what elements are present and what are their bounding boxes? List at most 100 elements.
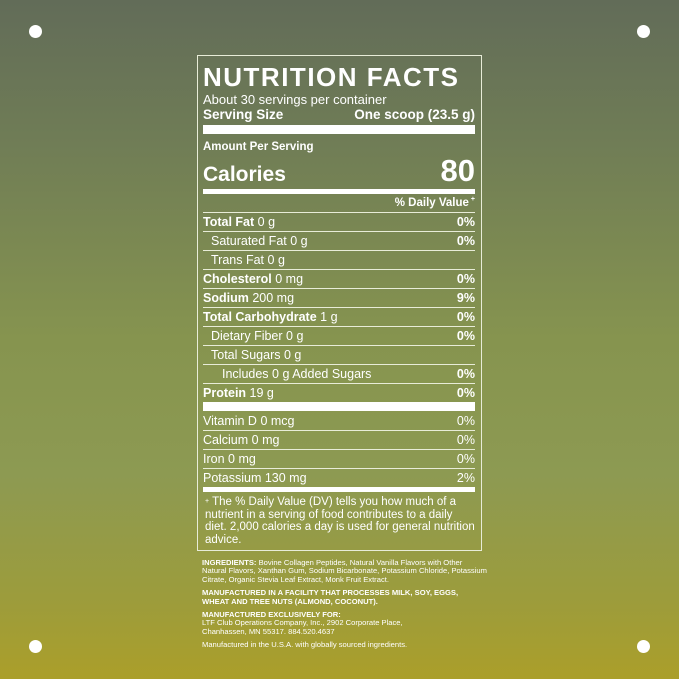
serving-size-value: One scoop (23.5 g) <box>354 107 475 122</box>
mount-hole <box>637 25 650 38</box>
mount-hole <box>29 640 42 653</box>
thick-divider <box>203 125 475 134</box>
nutrient-row: Potassium 130 mg 2% <box>203 468 475 487</box>
nutrient-dv: 0% <box>456 367 475 381</box>
nutrient-dv: 9% <box>456 291 475 305</box>
origin-statement: Manufactured in the U.S.A. with globally… <box>202 640 408 650</box>
nutrient-row: Cholesterol 0 mg 0% <box>203 269 475 288</box>
nutrient-dv: 2% <box>456 471 475 485</box>
nutrient-dv: 0% <box>456 329 475 343</box>
thick-divider <box>203 402 475 411</box>
footnote-text: The % Daily Value (DV) tells you how muc… <box>205 496 475 546</box>
calories-row: Calories 80 <box>203 155 475 187</box>
nutrient-row: Includes 0 g Added Sugars 0% <box>203 364 475 383</box>
nutrient-amount: 1 g <box>320 310 338 324</box>
mount-hole <box>637 640 650 653</box>
nutrient-name: Vitamin D <box>203 413 257 428</box>
nutrient-dv: 0% <box>456 413 475 428</box>
panel-title: NUTRITION FACTS <box>203 62 460 92</box>
nutrient-row: Vitamin D 0 mcg 0% <box>203 411 475 430</box>
nutrient-amount: 0 mg <box>251 433 280 447</box>
nutrient-amount: 0 g <box>290 234 308 248</box>
nutrient-label: Iron 0 mg <box>203 452 256 466</box>
nutrient-dv: 0% <box>456 386 475 400</box>
nutrient-name: Includes <box>222 367 269 381</box>
nutrient-dv: 0% <box>456 215 475 229</box>
nutrient-label: Sodium 200 mg <box>203 291 294 305</box>
nutrient-row: Calcium 0 mg 0% <box>203 430 475 449</box>
nutrient-row: Trans Fat 0 g <box>203 250 475 269</box>
nutrient-amount: 19 g <box>249 386 274 400</box>
nutrient-name: Iron <box>203 452 225 466</box>
package-info: INGREDIENTS: Bovine Collagen Peptides, N… <box>197 558 487 650</box>
serving-size: Serving Size One scoop (23.5 g) <box>203 107 475 122</box>
footnote-mark: + <box>205 498 210 505</box>
nutrient-amount: 0 mg <box>228 452 256 466</box>
nutrient-name: Protein <box>203 386 247 400</box>
nutrient-amount: 0 mg <box>275 272 304 286</box>
nutrient-label: Dietary Fiber 0 g <box>203 329 303 343</box>
nutrient-label: Protein 19 g <box>203 386 274 400</box>
nutrient-name: Calcium <box>203 433 249 447</box>
nutrient-name: Total Sugars <box>211 348 281 362</box>
nutrient-dv: 0% <box>456 234 475 248</box>
nutrient-row: Protein 19 g 0% <box>203 383 475 402</box>
nutrient-row: Iron 0 mg 0% <box>203 449 475 468</box>
vitamin-list: Vitamin D 0 mcg 0% Calcium 0 mg 0% Iron 0 mg… <box>203 411 475 487</box>
nutrient-label: Total Sugars 0 g <box>203 348 301 362</box>
nutrient-amount: 0 g <box>286 329 304 343</box>
nutrient-list: Total Fat 0 g 0% Saturated Fat 0 g 0% Trans … <box>203 212 475 402</box>
nutrient-dv: 0% <box>456 272 475 286</box>
nutrient-name: Potassium <box>203 471 262 485</box>
nutrient-amount: 0 g Added Sugars <box>272 367 372 381</box>
nutrient-row: Saturated Fat 0 g 0% <box>203 231 475 250</box>
nutrient-row: Total Carbohydrate 1 g 0% <box>203 307 475 326</box>
nutrient-amount: 200 mg <box>252 291 295 305</box>
nutrient-row: Sodium 200 mg 9% <box>203 288 475 307</box>
manufacturer: MANUFACTURED EXCLUSIVELY FOR: LTF Club Op… <box>202 610 487 636</box>
nutrient-amount: 130 mg <box>264 471 307 485</box>
manufacturer-address-2: Chanhassen, MN 55317. 884.520.4637 <box>202 626 335 636</box>
calories-label: Calories <box>203 163 286 186</box>
mount-hole <box>29 25 42 38</box>
nutrient-name: Total Carbohydrate <box>203 310 317 324</box>
manufacturer-label: MANUFACTURED EXCLUSIVELY FOR: <box>202 610 341 620</box>
nutrient-amount: 0 mcg <box>260 413 295 428</box>
nutrient-name: Cholesterol <box>203 272 272 286</box>
ingredients-text: Bovine Collagen Peptides, Natural Vanill… <box>202 558 487 584</box>
allergen-statement: MANUFACTURED IN A FACILITY THAT PROCESSE… <box>202 588 459 606</box>
medium-divider <box>203 189 475 194</box>
nutrient-name: Saturated Fat <box>211 234 287 248</box>
ingredients: INGREDIENTS: Bovine Collagen Peptides, N… <box>202 558 487 584</box>
nutrient-row: Dietary Fiber 0 g 0% <box>203 326 475 345</box>
nutrient-label: Calcium 0 mg <box>203 433 279 447</box>
nutrient-label: Trans Fat 0 g <box>203 253 285 267</box>
nutrient-name: Dietary Fiber <box>211 329 283 343</box>
label-column: NUTRITION FACTS About 30 servings per co… <box>197 55 492 655</box>
ingredients-label: INGREDIENTS: <box>202 558 257 567</box>
nutrient-dv: 0% <box>456 452 475 466</box>
nutrient-label: Vitamin D 0 mcg <box>203 414 295 428</box>
nutrient-name: Trans Fat <box>211 253 265 267</box>
nutrient-label: Cholesterol 0 mg <box>203 272 303 286</box>
serving-size-label: Serving Size <box>203 107 284 122</box>
calories-value: 80 <box>440 153 475 188</box>
nutrient-row: Total Fat 0 g 0% <box>203 212 475 231</box>
footnote: + The % Daily Value (DV) tells you how m… <box>203 492 475 546</box>
nutrient-label: Total Fat 0 g <box>203 215 275 229</box>
dv-header-label: % Daily Value <box>394 197 469 209</box>
dv-header: % Daily Value + <box>203 194 475 212</box>
nutrition-facts-panel: NUTRITION FACTS About 30 servings per co… <box>197 55 482 551</box>
nutrient-row: Total Sugars 0 g <box>203 345 475 364</box>
dv-mark: + <box>470 196 475 203</box>
nutrient-label: Potassium 130 mg <box>203 471 307 485</box>
nutrient-name: Total Fat <box>203 215 255 229</box>
nutrient-label: Total Carbohydrate 1 g <box>203 310 338 324</box>
nutrient-dv: 0% <box>456 310 475 324</box>
nutrient-dv: 0% <box>456 433 475 447</box>
nutrient-label: Saturated Fat 0 g <box>203 234 308 248</box>
nutrient-amount: 0 g <box>283 348 302 362</box>
nutrient-label: Includes 0 g Added Sugars <box>203 367 371 381</box>
servings-per-container: About 30 servings per container <box>203 92 387 107</box>
medium-divider <box>203 487 475 492</box>
